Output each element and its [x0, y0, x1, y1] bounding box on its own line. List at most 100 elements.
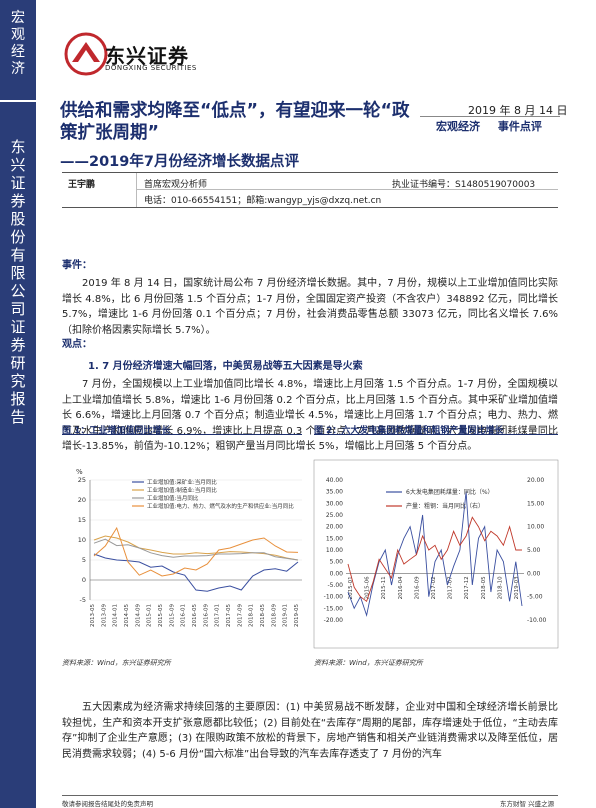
chart1-x-tick: 2016-01 — [181, 604, 187, 627]
author-info-bar: 王宇鹏 首席宏观分析师 执业证书编号：S1480519070003 电话：010… — [62, 172, 558, 208]
chart2-y-left-tick: -20.00 — [324, 617, 344, 624]
figure2-title-rule — [314, 434, 558, 435]
chart1-x-tick: 2016-09 — [203, 604, 209, 627]
chart2-x-tick: 2017-12 — [464, 576, 470, 599]
chart2-x-tick: 2019-03 — [514, 576, 520, 599]
author-contact: 电话：010-66554151；邮箱:wangyp_yjs@dxzq.net.c… — [144, 196, 382, 206]
figure2-source: 资料来源：Wind，东兴证券研究所 — [314, 659, 423, 667]
chart2-y-left-tick: -15.00 — [324, 605, 344, 612]
chart2-y-left-tick: 25.00 — [326, 512, 343, 519]
chart2-y-right-tick: 5.00 — [527, 547, 541, 554]
report-subtitle: ——2019年7月份经济增长数据点评 — [60, 154, 299, 170]
chart2-x-tick: 2017-02 — [431, 576, 437, 599]
chart2-series-line-1 — [347, 516, 522, 603]
chart2-y-left-tick: 5.00 — [330, 559, 344, 566]
chart2-x-tick: 2015-01 — [348, 576, 354, 599]
logo-text-cn: 东兴证券 — [105, 44, 189, 68]
figure2-title: 图 2：六大发电集团耗煤量和粗钢产量同比增长 — [314, 426, 504, 436]
chart1-x-tick: 2014-05 — [124, 604, 130, 627]
event-heading: 事件： — [62, 260, 92, 271]
chart2-y-right-tick: 20.00 — [527, 477, 544, 484]
figure1-title-rule — [62, 434, 302, 435]
chart1-y-tick: 20 — [78, 496, 86, 504]
chart2-y-left-tick: 15.00 — [326, 535, 343, 542]
chart2-y-right-tick: -5.00 — [527, 594, 543, 601]
date-divider — [420, 116, 560, 117]
chart1-legend-label-3: 工业增加值:电力、热力、燃气及水的生产和供应业:当月同比 — [147, 502, 294, 510]
chart2-y-left-tick: 35.00 — [326, 489, 343, 496]
chart2-x-tick: 2016-04 — [398, 576, 404, 599]
chart1-x-tick: 2019-05 — [294, 604, 300, 627]
author-divider-horizontal — [136, 189, 558, 190]
chart1-x-tick: 2018-09 — [271, 604, 277, 627]
chart2-frame — [313, 459, 559, 649]
chart1-legend-label-0: 工业增加值:采矿业:当月同比 — [147, 478, 217, 486]
chart1-y-tick: -5 — [80, 596, 86, 604]
point1-paragraph: 7 月份，全国规模以上工业增加值同比增长 4.8%，增速比上月回落 1.5 个百… — [62, 379, 558, 452]
chart-industrial-value-added: %25 20 15 10 5 0 -5 2013-05 2013-09 2014-01 2014-0… — [76, 468, 302, 627]
chart2-y-left-tick: 40.00 — [326, 477, 343, 484]
chart2-y-left-tick: 0.00 — [330, 570, 344, 577]
footer-rule — [62, 795, 558, 796]
chart2-x-tick: 2016-09 — [414, 576, 420, 599]
report-date: 2019 年 8 月 14 日 — [468, 104, 568, 117]
chart2-x-tick: 2015-06 — [365, 576, 371, 599]
footer-slogan: 东方财智 兴盛之源 — [500, 800, 555, 808]
chart2-series-line-0 — [347, 491, 523, 618]
chart1-x-tick: 2014-01 — [113, 604, 119, 627]
chart2-legend-label-1: 产量：粗钢：当月同比（右） — [406, 502, 484, 510]
chart1-legend-label-2: 工业增加值:当月同比 — [147, 494, 199, 502]
chart1-x-tick: 2017-09 — [237, 604, 243, 627]
view-heading: 观点： — [62, 339, 92, 350]
author-divider-vertical — [136, 173, 137, 207]
chart1-x-tick: 2015-09 — [169, 604, 175, 627]
figure1-title: 图 1：工业增加值同比增长 — [62, 426, 171, 436]
chart2-y-right-tick: 0.00 — [527, 570, 541, 577]
chart1-x-tick: 2015-01 — [147, 604, 153, 627]
chart2-x-tick: 2017-07 — [448, 576, 454, 599]
report-title: 供给和需求均降至“低点”，有望迎来一轮“政策扩张周期” — [60, 101, 410, 143]
event-paragraph: 2019 年 8 月 14 日，国家统计局公布 7 月份经济增长数据。其中，7 … — [62, 278, 558, 336]
chart1-x-tick: 2016-05 — [192, 604, 198, 627]
chart1-x-tick: 2018-05 — [260, 604, 266, 627]
chart1-x-tick: 2013-05 — [90, 604, 96, 627]
chart1-x-tick: 2015-05 — [158, 604, 164, 627]
report-tags: 宏观经济 事件点评 — [436, 118, 556, 134]
chart1-y-tick: 5 — [82, 556, 86, 564]
chart2-legend-label-0: 6大发电集团耗煤量：同比（%） — [406, 488, 494, 496]
chart1-x-tick: 2014-09 — [135, 604, 141, 627]
footer-disclaimer: 敬请参阅报告结尾处的免责声明 — [62, 800, 153, 808]
chart1-x-tick: 2017-05 — [226, 604, 232, 627]
chart2-y-right-tick: -10.00 — [527, 617, 547, 624]
chart1-y-tick: 15 — [78, 516, 86, 524]
chart2-y-right-tick: 10.00 — [527, 524, 544, 531]
chart2-y-left-tick: 10.00 — [326, 547, 343, 554]
chart1-y-tick: 0 — [82, 576, 86, 584]
chart1-series-line-3 — [93, 526, 299, 577]
chart1-x-tick: 2018-01 — [249, 604, 255, 627]
author-cert: 执业证书编号：S1480519070003 — [392, 180, 536, 190]
tag-macro: 宏观经济 — [436, 120, 480, 133]
chart2-y-right-tick: 15.00 — [527, 500, 544, 507]
chart2-y-left-tick: -10.00 — [324, 594, 344, 601]
chart1-series-line-0 — [93, 553, 299, 592]
chart1-y-tick: 25 — [78, 476, 86, 484]
chart1-x-tick: 2019-01 — [283, 604, 289, 627]
figure1-source: 资料来源：Wind，东兴证券研究所 — [62, 659, 171, 667]
author-name: 王宇鹏 — [68, 180, 96, 190]
chart2-x-tick: 2015-11 — [381, 576, 387, 599]
chart2-y-left-tick: -5.00 — [327, 582, 343, 589]
chart1-series-line-1 — [93, 535, 299, 561]
sidebar-category-label: 宏观经济 — [11, 10, 25, 77]
chart1-legend-label-1: 工业增加值:制造业:当月同比 — [147, 486, 217, 494]
chart2-x-tick: 2018-10 — [497, 576, 503, 599]
company-logo — [64, 32, 108, 76]
logo-text-en: DONGXING SECURITIES — [105, 64, 197, 72]
chart2-x-tick: 2018-05 — [481, 576, 487, 599]
chart1-x-tick: 2013-09 — [101, 604, 107, 627]
chart1-series-line-2 — [93, 538, 299, 561]
chart2-y-left-tick: 30.00 — [326, 500, 343, 507]
sidebar-company-label: 东兴证券股份有限公司证券研究报告 — [10, 138, 26, 426]
chart1-y-unit: % — [76, 468, 83, 476]
sidebar-divider — [0, 100, 36, 102]
